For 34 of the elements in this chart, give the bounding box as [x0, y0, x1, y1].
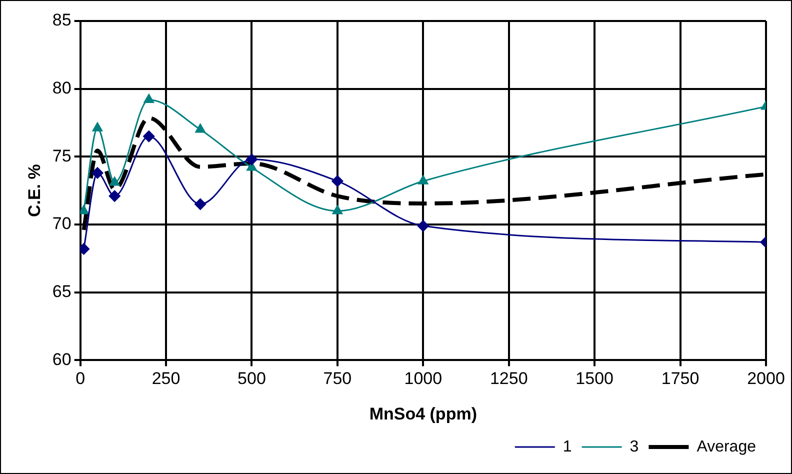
- point: [417, 220, 429, 232]
- y-tick-label: 75: [52, 146, 72, 166]
- y-tick-label: 85: [52, 10, 72, 30]
- point: [418, 175, 428, 184]
- x-tick-label: 1500: [576, 369, 614, 388]
- point: [332, 175, 344, 187]
- y-tick-label: 80: [52, 78, 72, 98]
- x-tick-label: 750: [323, 369, 352, 388]
- y-axis-title: C.E. %: [24, 164, 44, 218]
- point: [144, 94, 154, 103]
- point: [80, 205, 89, 214]
- x-tick-label: 250: [152, 369, 180, 388]
- point: [194, 198, 206, 210]
- x-tick-label: 1000: [404, 369, 442, 388]
- point: [246, 154, 258, 166]
- point: [92, 122, 103, 132]
- x-tick-label: 500: [238, 369, 266, 388]
- point: [108, 190, 120, 202]
- legend-label: 3: [630, 438, 639, 456]
- point: [143, 130, 155, 142]
- y-tick-label: 60: [52, 350, 72, 369]
- point: [195, 124, 206, 133]
- point: [92, 167, 104, 179]
- x-axis-title: MnSo4 (ppm): [369, 404, 477, 424]
- y-tick-label: 65: [52, 282, 72, 302]
- y-tick-label: 70: [52, 214, 72, 234]
- point: [110, 176, 120, 186]
- x-tick-label: 2000: [747, 369, 785, 388]
- legend-label: 1: [562, 438, 572, 456]
- x-tick-label: 0: [76, 369, 86, 388]
- legend-label: Average: [696, 438, 756, 456]
- point: [332, 205, 343, 214]
- x-tick-label: 1750: [661, 369, 700, 388]
- x-tick-label: 1250: [490, 369, 528, 388]
